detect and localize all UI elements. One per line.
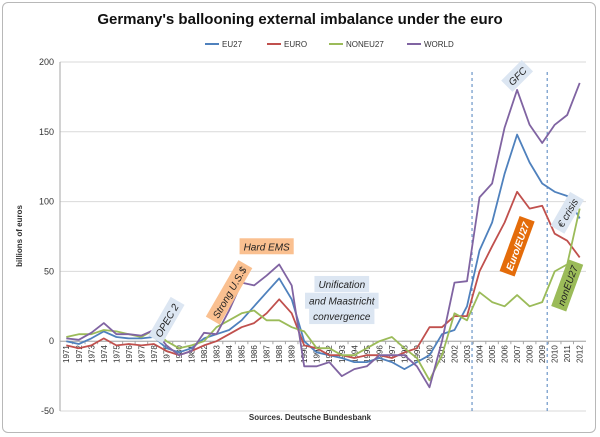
- y-tick-label: 200: [39, 57, 54, 67]
- x-tick-label: 1975: [112, 345, 121, 363]
- annotation: Euro/EU27: [499, 216, 535, 277]
- x-tick-label: 1992: [325, 345, 334, 363]
- x-tick-label: 1971: [62, 345, 71, 363]
- x-tick-label: 1972: [75, 345, 84, 363]
- annotation: GFC: [501, 60, 534, 92]
- x-tick-label: 1977: [137, 345, 146, 363]
- x-tick-label: 1990: [300, 345, 309, 363]
- annotation-box: [550, 191, 584, 234]
- x-tick-label: 1988: [275, 345, 284, 363]
- chart-frame: [2, 2, 596, 433]
- x-tick-label: 1982: [200, 345, 209, 363]
- x-tick-label: 1981: [188, 345, 197, 363]
- x-tick-label: 1973: [87, 345, 96, 363]
- y-tick-label: 100: [39, 197, 54, 207]
- y-tick-label: 0: [49, 336, 54, 346]
- x-tick-label: 1989: [288, 345, 297, 363]
- x-tick-label: 1995: [363, 345, 372, 363]
- x-tick-label: 2011: [563, 345, 572, 363]
- x-tick-label: 2009: [538, 345, 547, 363]
- x-tick-label: 1979: [162, 345, 171, 363]
- legend-label-euro: EURO: [284, 40, 307, 49]
- x-tick-label: 2010: [551, 345, 560, 363]
- x-tick-label: 1999: [413, 345, 422, 363]
- x-tick-label: 1997: [388, 345, 397, 363]
- annotation-box: [148, 296, 185, 344]
- legend: EU27 EURO NONEU27 WORLD: [205, 40, 454, 49]
- annotation-box: [499, 216, 535, 277]
- annotation-text: Unification: [318, 280, 365, 291]
- annotation-text: convergence: [313, 312, 371, 323]
- annotation-text: Hard EMS: [244, 242, 290, 253]
- x-tick-label: 2007: [513, 345, 522, 363]
- annotation-box: [501, 60, 534, 92]
- y-axis: -50 0 50 100 150 200: [39, 57, 61, 416]
- x-tick-label: 1994: [350, 345, 359, 363]
- x-tick-label: 2002: [451, 345, 460, 363]
- x-tick-label: 2008: [526, 345, 535, 363]
- y-axis-label: billions of euros: [15, 205, 24, 267]
- x-tick-label: 2003: [463, 345, 472, 363]
- annotation: Hard EMS: [239, 238, 294, 255]
- x-tick-label: 1985: [238, 345, 247, 363]
- x-tick-label: 1984: [225, 345, 234, 363]
- annotation-box: [314, 275, 370, 292]
- legend-label-eu27: EU27: [222, 40, 243, 49]
- source-note: Sources. Deutsche Bundesbank: [249, 413, 372, 422]
- x-tick-label: 1987: [263, 345, 272, 363]
- x-tick-label: 2006: [501, 345, 510, 363]
- annotation-box: [205, 260, 253, 325]
- x-tick-label: 1993: [338, 345, 347, 363]
- x-tick-label: 1991: [313, 345, 322, 363]
- x-tick-label: 2012: [576, 345, 585, 363]
- chart-title: Germany's ballooning external imbalance …: [97, 11, 502, 28]
- x-tick-label: 1998: [400, 345, 409, 363]
- series-line-euro: [66, 190, 581, 359]
- x-tick-label: 1978: [150, 345, 159, 363]
- annotation: OPEC 2: [148, 296, 185, 344]
- annotation-box: [304, 292, 379, 309]
- annotation: Unification: [314, 275, 370, 292]
- x-tick-label: 1996: [375, 345, 384, 363]
- annotation-text: and Maastricht: [309, 297, 376, 308]
- annotation: convergence: [309, 308, 375, 325]
- legend-label-world: WORLD: [424, 40, 454, 49]
- y-tick-label: 50: [44, 266, 54, 276]
- annotation-box: [309, 308, 375, 325]
- x-tick-label: 1986: [250, 345, 259, 363]
- annotation: and Maastricht: [304, 292, 379, 309]
- legend-label-noneu27: NONEU27: [346, 40, 384, 49]
- x-tick-label: 1974: [100, 345, 109, 363]
- annotation-box: [239, 238, 294, 255]
- annotation-box: [551, 259, 584, 312]
- annotation: nonEU27: [551, 259, 584, 312]
- x-tick-label: 2004: [476, 345, 485, 363]
- y-tick-label: 150: [39, 127, 54, 137]
- x-tick-label: 1980: [175, 345, 184, 363]
- x-tick-label: 1983: [213, 345, 222, 363]
- x-tick-label: 2005: [488, 345, 497, 363]
- x-tick-label: 1976: [125, 345, 134, 363]
- y-tick-label: -50: [41, 406, 54, 416]
